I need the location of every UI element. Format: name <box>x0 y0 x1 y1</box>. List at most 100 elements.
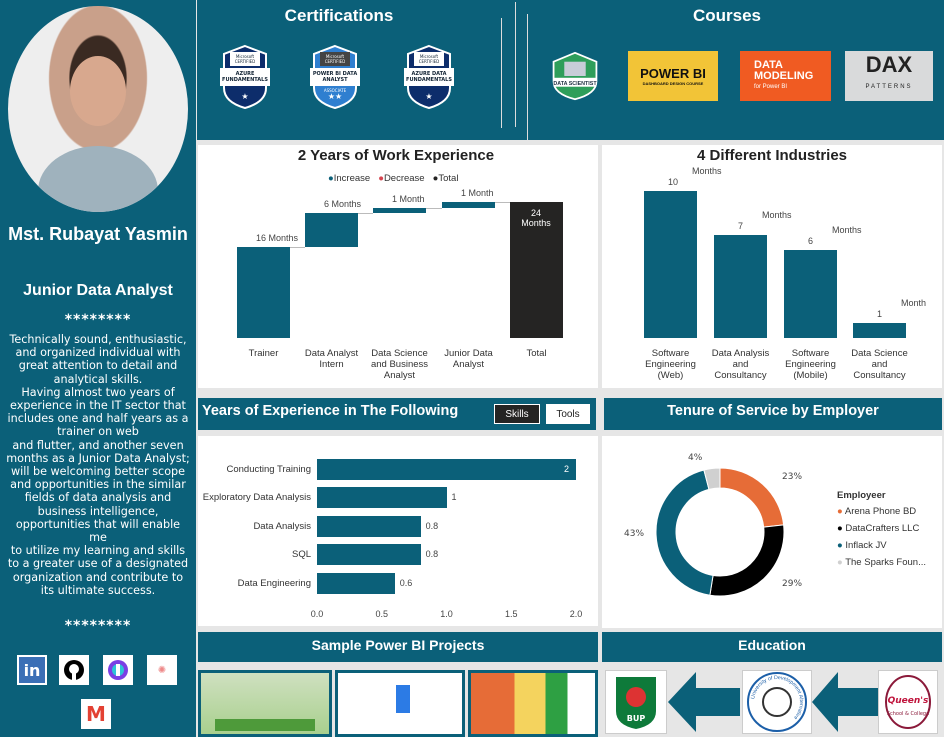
data-label: 6 Months <box>324 199 362 210</box>
y-axis-label: Data Analysis <box>253 521 311 532</box>
legend-label: Arena Phone BD <box>844 506 917 517</box>
course-data-scientist[interactable]: DATA SCIENTIST <box>546 51 604 101</box>
star-icon: ★ <box>241 92 249 101</box>
legend-dot-icon: ● <box>837 540 846 551</box>
cert-badge[interactable]: Microsoft CERTIFIED POWER BI DATA ANALYST… <box>310 44 360 110</box>
skill-bar <box>317 487 447 508</box>
donut-chart: 23% 29% 43% 4% <box>624 453 802 597</box>
education-header: Education <box>602 632 942 662</box>
profile-sidebar: Mst. Rubayat Yasmin Junior Data Analyst … <box>0 0 196 737</box>
industry-bar <box>784 249 837 338</box>
data-unit: Months <box>762 210 792 221</box>
badge-name: AZURE FUNDAMENTALS <box>222 71 268 83</box>
link-icon[interactable]: ✺ <box>147 655 177 685</box>
x-tick-label: 0.5 <box>375 609 388 619</box>
x-tick-label: 1.5 <box>504 609 518 619</box>
industry-bar <box>644 191 697 338</box>
star-icon: ★★ <box>327 92 343 101</box>
upwork-icon[interactable] <box>103 655 133 685</box>
project-thumbnail[interactable] <box>198 670 332 737</box>
separator: ******** <box>64 312 132 328</box>
skill-bar <box>317 573 395 594</box>
tenure-header: Tenure of Service by Employer <box>604 398 942 430</box>
profile-bio: Technically sound, enthusiastic, and org… <box>6 333 190 597</box>
legend-item: ● The Sparks Foun... <box>837 557 926 568</box>
waterfall-bar <box>442 202 495 208</box>
courses-title: Courses <box>692 6 762 25</box>
data-label: 7 <box>738 221 744 232</box>
donut-slice <box>719 467 785 528</box>
cert-badge[interactable]: Microsoft CERTIFIED AZURE DATA FUNDAMENTA… <box>404 44 454 110</box>
industry-bar <box>714 235 767 338</box>
connector-line <box>495 202 510 203</box>
slice-label: 4% <box>688 453 703 463</box>
cert-badge[interactable]: Microsoft CERTIFIED AZURE FUNDAMENTALS ★ <box>220 44 270 110</box>
x-axis-label: Trainer <box>248 348 279 359</box>
badge-level: ASSOCIATE <box>323 88 347 93</box>
industry-bar <box>853 323 906 338</box>
course-data-modeling[interactable]: DATA MODELING for Power BI <box>740 51 831 101</box>
badge-name: AZURE DATA FUNDAMENTALS <box>406 71 452 83</box>
y-axis-label: Exploratory Data Analysis <box>202 492 311 503</box>
waterfall-bar <box>373 207 426 214</box>
tenure-panel: 23% 29% 43% 4% Employeer ● Arena Phone BD ● … <box>602 436 942 628</box>
x-tick-label: 2.0 <box>569 609 583 619</box>
legend-label: DataCrafters LLC <box>845 523 920 534</box>
legend-label: The Sparks Foun... <box>845 557 927 568</box>
projects-header: Sample Power BI Projects <box>198 632 598 662</box>
x-tick-label: 1.0 <box>440 609 453 619</box>
waterfall-bar <box>237 247 290 338</box>
chart-title: 2 Years of Work Experience <box>297 147 495 164</box>
tools-toggle-button[interactable]: Tools <box>546 404 590 424</box>
chart-legend: ●Increase ●Decrease ●Total <box>328 173 459 184</box>
gmail-icon[interactable]: M <box>81 699 111 729</box>
skills-toggle-button[interactable]: Skills <box>494 404 540 424</box>
y-axis-label: Conducting Training <box>226 464 312 475</box>
chart-title: 4 Different Industries <box>696 147 848 164</box>
legend-dot-icon: ● <box>837 557 846 568</box>
profile-name: Mst. Rubayat Yasmin <box>8 224 188 244</box>
linkedin-icon[interactable]: in <box>17 655 47 685</box>
connector-line <box>290 247 305 249</box>
profile-photo <box>8 6 188 212</box>
waterfall-bar <box>510 202 563 338</box>
x-axis-label: Data Analysis and Consultancy <box>711 348 770 381</box>
x-axis-label: Junior Data Analyst <box>444 348 493 370</box>
svg-text:DATA SCIENTIST: DATA SCIENTIST <box>553 81 597 87</box>
connector-line <box>426 207 442 209</box>
education-queens-logo: Queen's School & College <box>878 670 938 734</box>
slice-label: 29% <box>782 579 802 589</box>
data-label: 1 <box>877 309 883 320</box>
legend-dot-icon: ● <box>837 523 846 534</box>
svg-text:Queen's: Queen's <box>888 696 929 706</box>
badge-issuer: Microsoft CERTIFIED <box>418 54 440 64</box>
y-axis-label: SQL <box>291 549 311 560</box>
github-icon[interactable] <box>59 655 89 685</box>
slice-label: 23% <box>782 472 802 482</box>
course-power-bi[interactable]: POWER BI DASHBOARD DESIGN COURSE <box>628 51 718 101</box>
x-axis-label: Software Engineering (Web) <box>645 348 696 381</box>
star-icon: ★ <box>425 92 433 101</box>
project-thumbnail[interactable] <box>468 670 598 737</box>
x-axis-label: Data Analyst Intern <box>304 348 359 370</box>
data-label: 1 Month <box>461 188 494 198</box>
arrow-left-icon <box>668 672 740 732</box>
course-dax-patterns[interactable]: DAX PATTERNS <box>845 51 933 101</box>
project-thumbnail[interactable] <box>335 670 465 737</box>
legend-item: ● DataCrafters LLC <box>837 523 926 534</box>
donut-slice <box>655 469 714 596</box>
data-unit: Months <box>832 224 862 235</box>
skill-bar <box>317 516 421 537</box>
data-label: 16 Months <box>256 233 299 244</box>
data-label: 2 <box>564 464 570 474</box>
badge-name: POWER BI DATA ANALYST <box>312 71 358 83</box>
connector-line <box>358 213 373 215</box>
x-axis-label: Software Engineering (Mobile) <box>785 348 836 381</box>
waterfall-bar <box>305 213 358 248</box>
data-label: 1 Month <box>392 193 425 204</box>
education-uoda-logo: University of Development Alternative <box>742 670 812 734</box>
x-axis-label: Total <box>526 348 547 359</box>
badge-issuer: Microsoft CERTIFIED <box>234 54 256 64</box>
legend-item: ● Inflack JV <box>837 540 926 551</box>
donut-slice <box>703 467 721 491</box>
